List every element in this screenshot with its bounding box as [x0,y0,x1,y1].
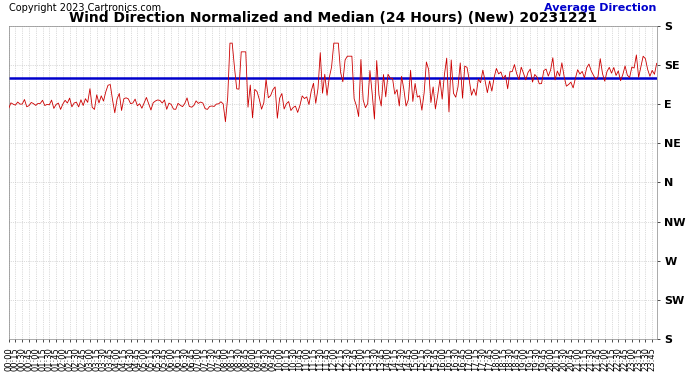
Text: Average Direction: Average Direction [544,3,657,13]
Title: Wind Direction Normalized and Median (24 Hours) (New) 20231221: Wind Direction Normalized and Median (24… [68,10,597,24]
Text: Copyright 2023 Cartronics.com: Copyright 2023 Cartronics.com [9,3,161,13]
